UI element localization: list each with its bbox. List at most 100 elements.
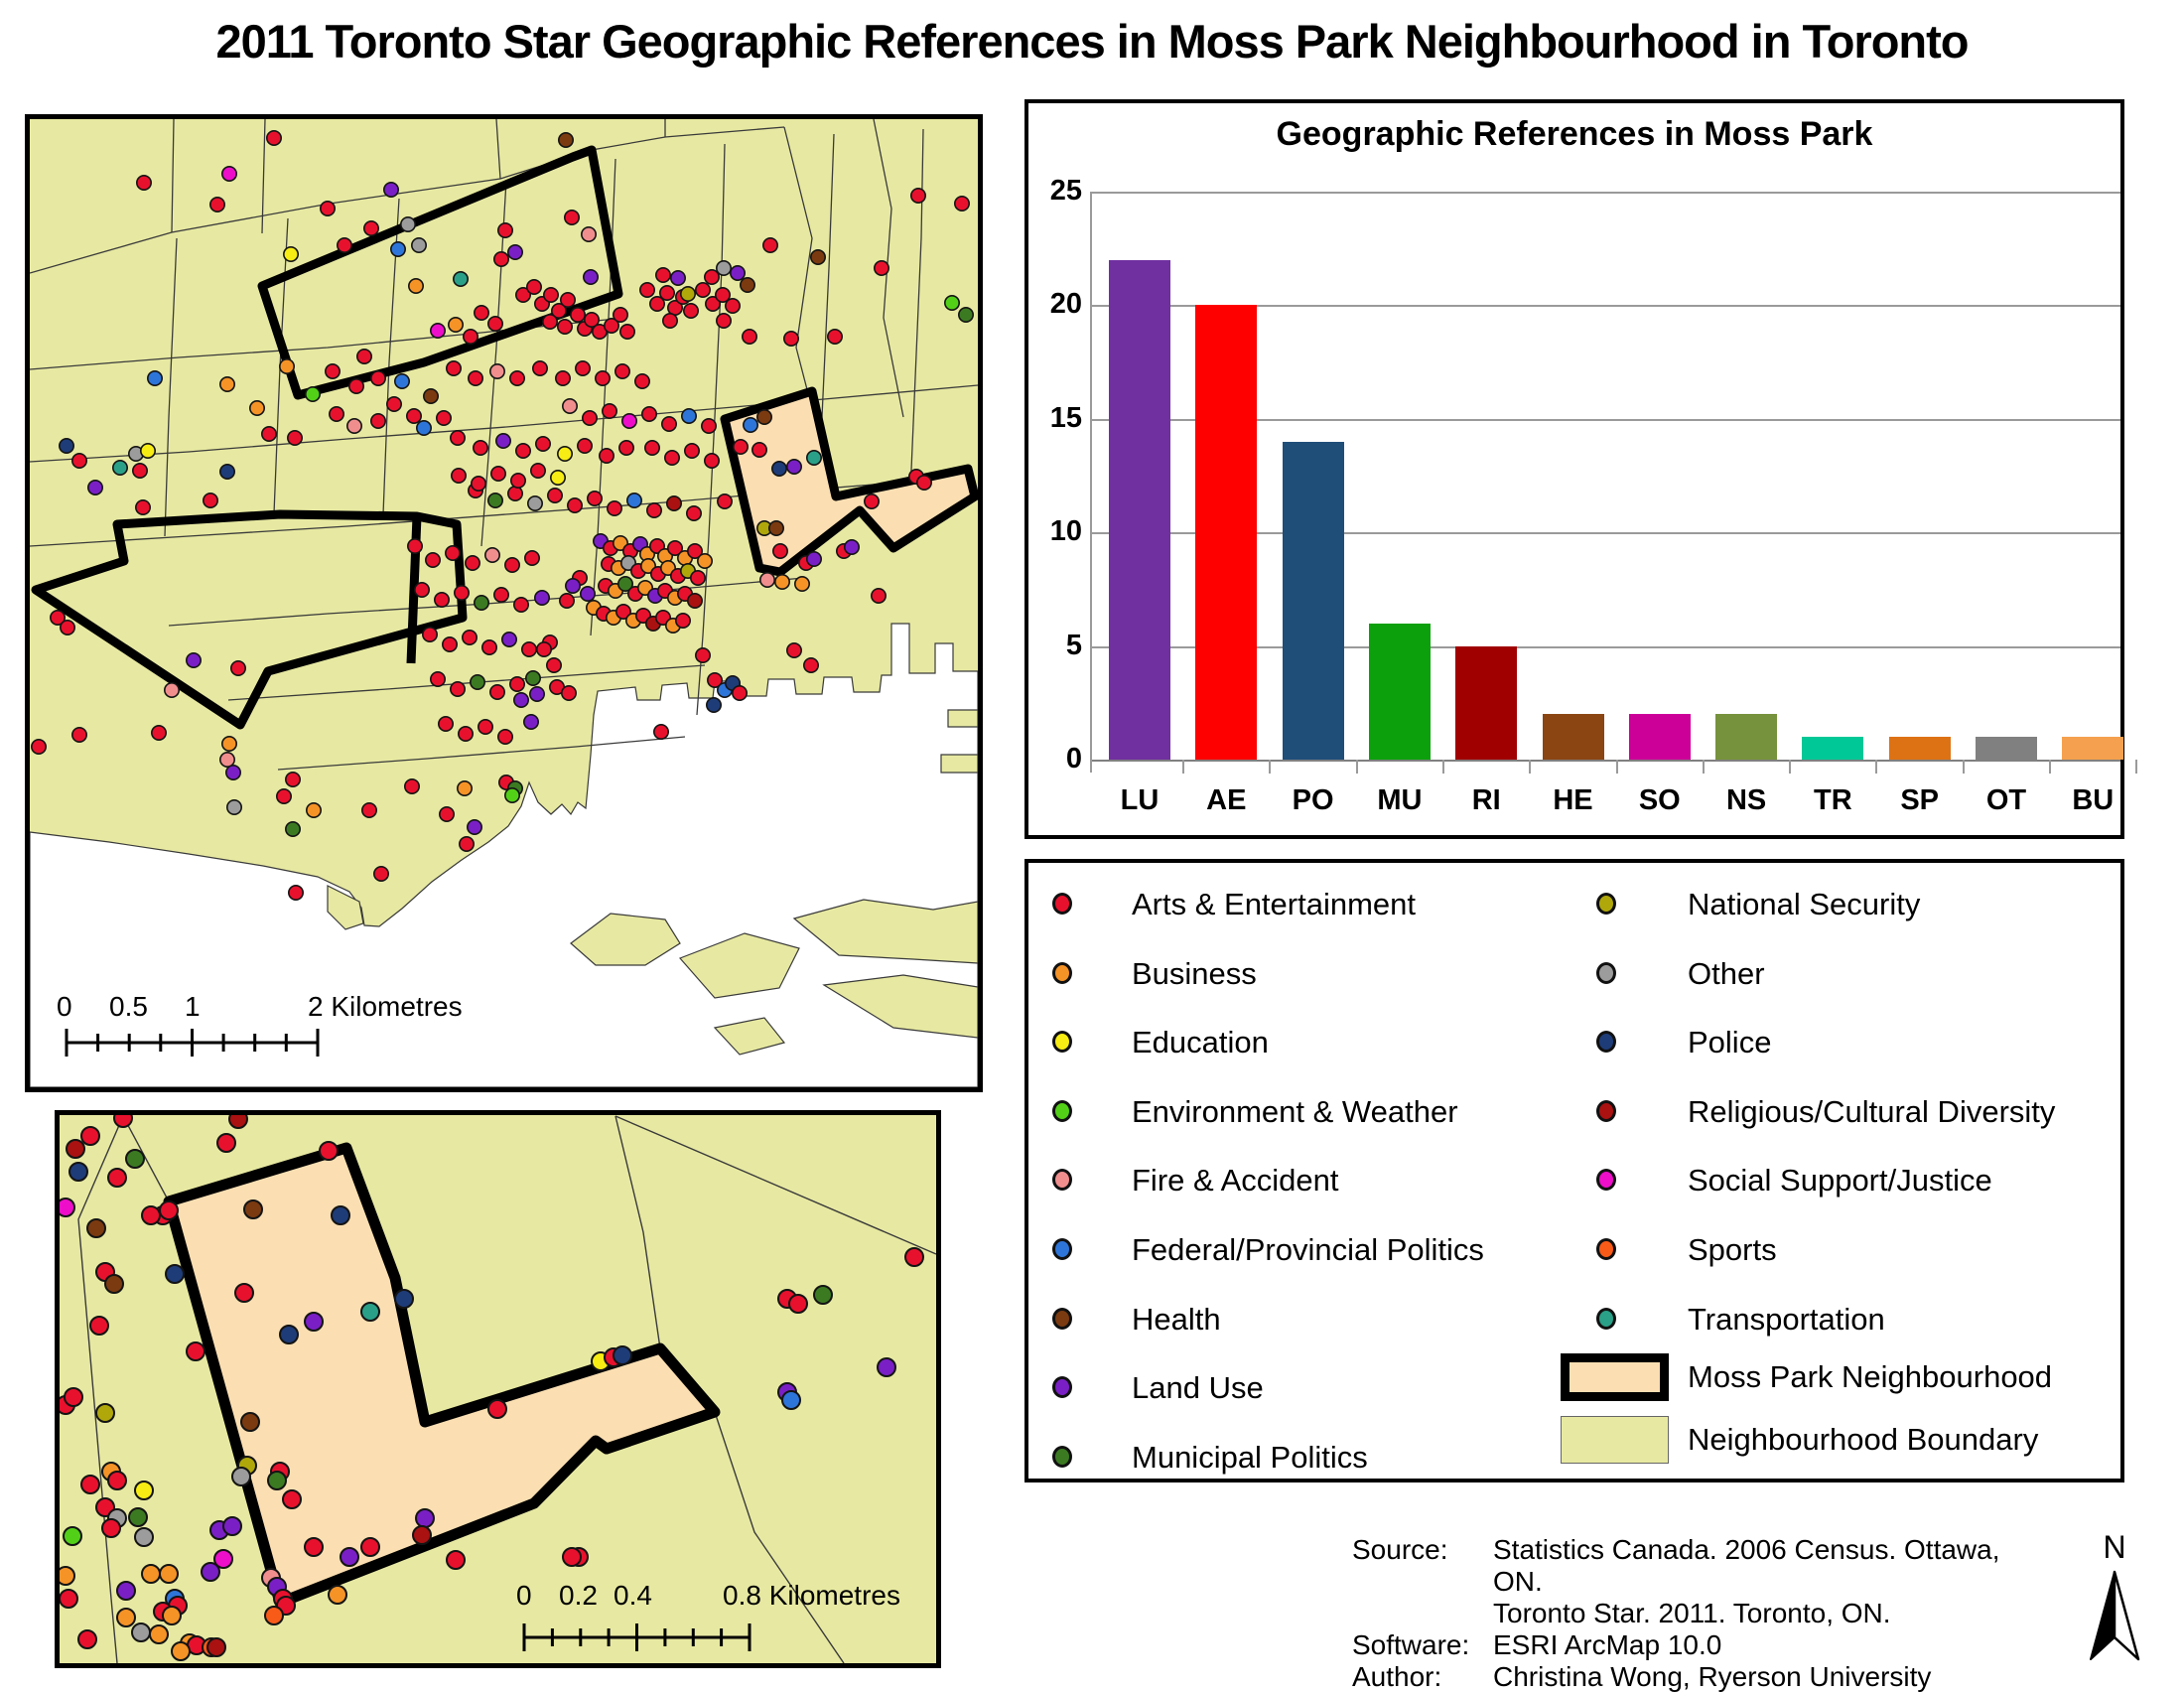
map-point-MU	[473, 594, 489, 611]
map-point-AE	[319, 1141, 339, 1161]
map-point-LU	[579, 585, 596, 602]
map-point-AE	[732, 438, 749, 455]
map-point-AE	[59, 619, 75, 635]
map-point-HE	[86, 1218, 106, 1238]
map-point-AE	[614, 363, 630, 380]
source-block: Source: Statistics Canada. 2006 Census. …	[1352, 1534, 2047, 1693]
map-point-EW	[943, 295, 960, 312]
map-point-LU	[785, 458, 802, 475]
legend-label: National Security	[1688, 887, 1921, 921]
map-point-BU	[149, 1624, 169, 1644]
map-point-FA	[219, 751, 236, 768]
bar-AE	[1195, 305, 1258, 760]
map-point-HE	[809, 249, 826, 266]
map-point-AE	[287, 884, 304, 901]
map-point-AE	[534, 435, 551, 452]
map-point-AE	[467, 370, 483, 387]
map-point-AE	[559, 292, 576, 309]
map-point-AE	[525, 279, 542, 296]
map-point-AE	[421, 626, 438, 642]
map-point-AE	[80, 1475, 100, 1494]
x-tick-label-PO: PO	[1292, 784, 1334, 816]
bar-LU	[1109, 259, 1170, 760]
map-point-AE	[514, 287, 531, 304]
map-point-LU	[500, 631, 517, 647]
map-point-FA	[164, 681, 181, 698]
x-axis-tick	[1875, 760, 1878, 774]
map-point-AE	[633, 372, 650, 389]
legend-dot-SP	[1596, 1238, 1616, 1260]
map-point-AE	[512, 596, 529, 613]
map-point-HE	[557, 132, 574, 148]
source-label	[1352, 1598, 1493, 1629]
map-point-RI	[66, 1139, 85, 1159]
source-row: Toronto Star. 2011. Toronto, ON.	[1352, 1598, 2047, 1629]
map-point-AE	[449, 680, 466, 697]
map-point-BU	[447, 317, 464, 334]
map-point-SO	[213, 1549, 233, 1569]
map-point-LU	[222, 1516, 242, 1536]
map-point-MU	[267, 1471, 287, 1490]
legend-dot-ED	[1052, 1031, 1072, 1054]
legend-label: Federal/Provincial Politics	[1132, 1232, 1484, 1267]
y-tick-label-0: 0	[1065, 743, 1082, 775]
map-point-AE	[77, 1629, 97, 1649]
page-title: 2011 Toronto Star Geographic References …	[215, 15, 1970, 68]
map-point-AE	[457, 725, 474, 742]
bar-BU	[2062, 737, 2124, 760]
legend-label: Moss Park Neighbourhood	[1688, 1359, 2053, 1394]
map-point-AE	[101, 1518, 121, 1538]
map-point-AE	[113, 1115, 133, 1128]
legend-swatch-moss-park	[1561, 1353, 1669, 1401]
bar-OT	[1976, 737, 2037, 760]
map-point-AE	[674, 612, 691, 629]
map-point-AE	[761, 237, 778, 254]
map-point-FP	[415, 419, 432, 436]
map-point-AE	[826, 329, 843, 346]
map-point-FA	[483, 546, 500, 563]
map-point-AE	[336, 237, 352, 254]
map-point-BU	[141, 1564, 161, 1584]
map-point-AE	[276, 787, 293, 804]
map-point-AE	[424, 551, 441, 568]
map-point-FP	[680, 407, 697, 424]
map-point-AE	[645, 501, 662, 518]
map-point-HE	[243, 1199, 263, 1219]
source-label: Software:	[1352, 1629, 1470, 1660]
map-point-AE	[60, 1589, 78, 1609]
source-row: Software: ESRI ArcMap 10.0	[1352, 1629, 2047, 1661]
map-point-LU	[225, 764, 242, 780]
x-axis-tick	[2135, 760, 2138, 774]
map-point-LU	[201, 1562, 220, 1582]
legend-label: Business	[1132, 955, 1257, 991]
map-point-AE	[470, 475, 486, 492]
map-point-AE	[369, 370, 386, 387]
legend-label: Arts & Entertainment	[1132, 887, 1417, 921]
map-point-FA	[345, 417, 362, 434]
legend-label: Fire & Accident	[1132, 1163, 1339, 1199]
source-value: Statistics Canada. 2006 Census. Ottawa, …	[1493, 1534, 2000, 1597]
inset-scale-bar	[522, 1623, 751, 1651]
map-point-MU	[284, 820, 301, 837]
toronto-islands	[327, 709, 978, 1056]
map-point-AE	[576, 437, 593, 454]
map-point-PO	[68, 1162, 88, 1182]
map-point-AE	[453, 584, 470, 601]
x-tick-label-RI: RI	[1471, 784, 1501, 816]
map-point-AE	[347, 377, 364, 394]
legend-dot-NS	[1596, 893, 1616, 915]
map-point-TR	[112, 459, 129, 476]
map-point-AE	[594, 370, 611, 387]
moss-park-polygon	[720, 386, 978, 577]
map-point-AE	[703, 452, 720, 469]
x-axis-tick	[1182, 760, 1184, 774]
map-point-BU	[793, 575, 810, 592]
map-point-AE	[682, 303, 699, 320]
main-map-points	[31, 130, 974, 901]
legend-dot-RI	[1596, 1099, 1616, 1122]
map-point-AE	[666, 539, 683, 556]
map-point-AE	[556, 319, 573, 336]
legend-label: Social Support/Justice	[1688, 1163, 1992, 1199]
map-point-HE	[240, 1412, 260, 1432]
map-point-AE	[203, 492, 219, 508]
